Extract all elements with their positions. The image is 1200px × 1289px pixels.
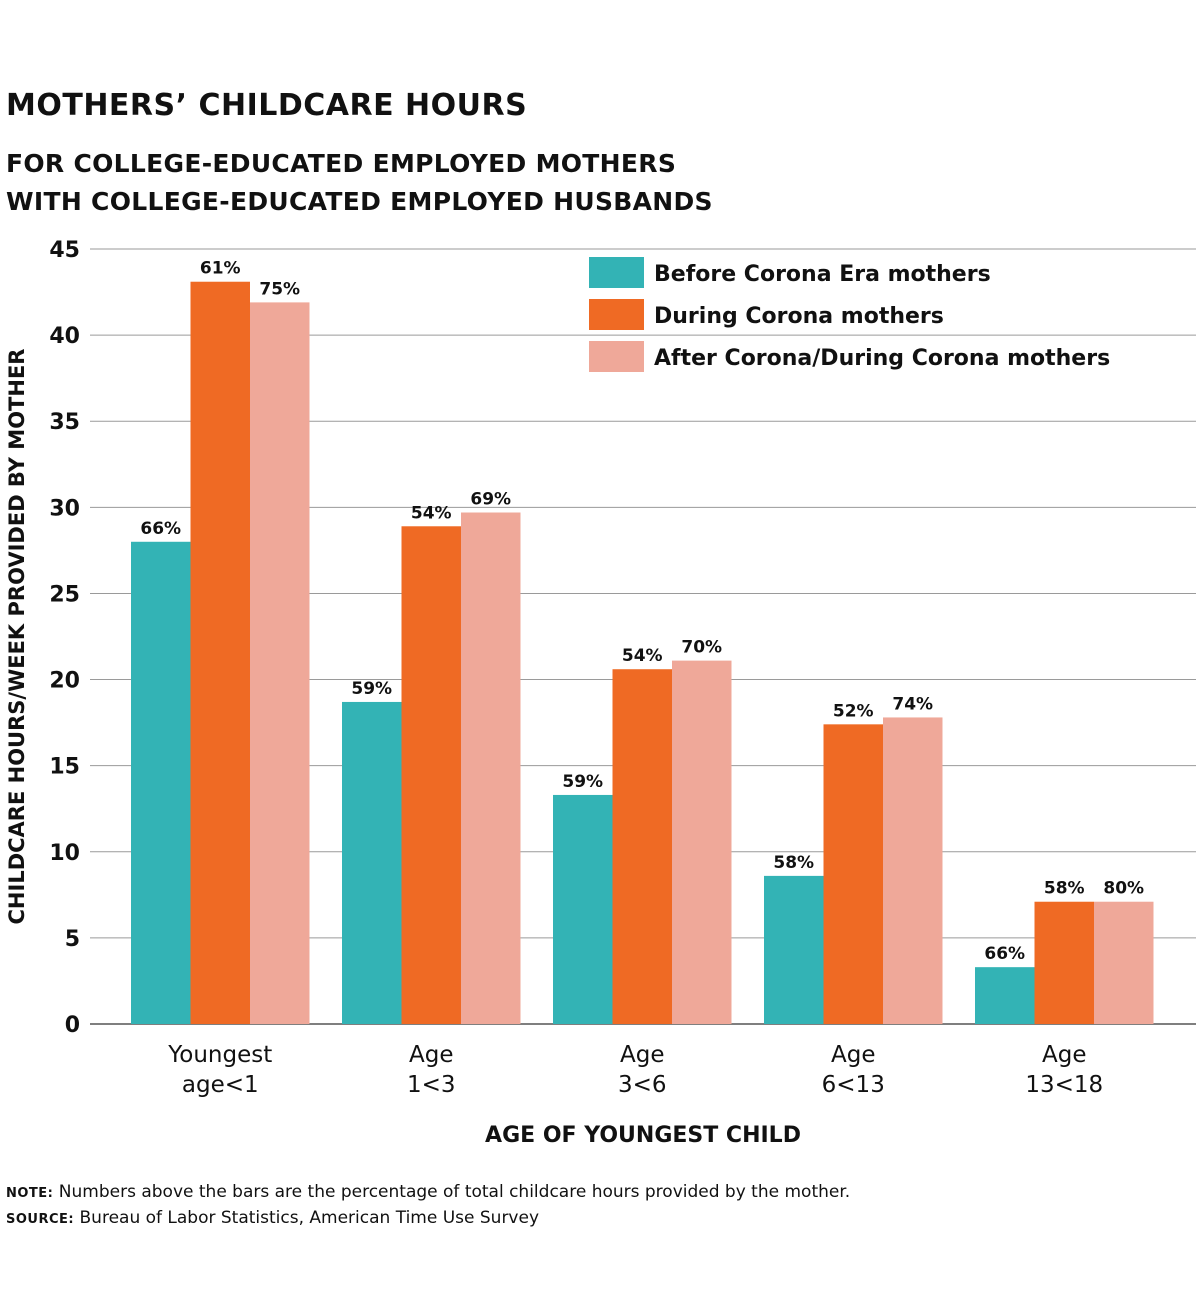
bar: [190, 281, 250, 1024]
x-tick-label: Age: [409, 1042, 453, 1068]
bar-data-label: 70%: [681, 638, 722, 658]
x-tick-label: Age: [831, 1042, 875, 1068]
source-line: SOURCE: Bureau of Labor Statistics, Amer…: [6, 1206, 850, 1232]
x-tick-label: Youngest: [167, 1042, 272, 1068]
y-tick-label: 5: [65, 927, 80, 952]
bar: [764, 875, 824, 1024]
note-text: Numbers above the bars are the percentag…: [58, 1182, 851, 1202]
chart-subtitle: FOR COLLEGE-EDUCATED EMPLOYED MOTHERS WI…: [6, 145, 713, 221]
bar: [975, 967, 1035, 1024]
y-tick-label: 20: [49, 669, 80, 694]
y-tick-label: 25: [49, 582, 80, 607]
bar-data-label: 59%: [562, 772, 603, 792]
legend-label: During Corona mothers: [654, 304, 944, 329]
subtitle-line-1: FOR COLLEGE-EDUCATED EMPLOYED MOTHERS: [6, 149, 677, 178]
x-tick-label: Age: [1042, 1042, 1086, 1068]
bar-data-label: 58%: [773, 853, 814, 873]
bar: [131, 541, 191, 1024]
bar: [342, 701, 402, 1024]
note-line: NOTE: Numbers above the bars are the per…: [6, 1180, 850, 1206]
bar: [612, 669, 672, 1024]
subtitle-line-2: WITH COLLEGE-EDUCATED EMPLOYED HUSBANDS: [6, 187, 713, 216]
y-tick-label: 30: [49, 496, 80, 521]
source-label: SOURCE:: [6, 1212, 75, 1227]
bar: [1094, 901, 1154, 1024]
x-tick-label: 3<6: [618, 1072, 667, 1098]
x-tick-label: 1<3: [407, 1072, 456, 1098]
bar: [401, 526, 461, 1024]
bar-data-label: 66%: [140, 519, 181, 539]
bar-data-label: 54%: [622, 646, 663, 666]
x-tick-label: age<1: [182, 1072, 259, 1098]
y-tick-label: 0: [65, 1013, 80, 1038]
y-tick-label: 35: [49, 410, 80, 435]
bar-data-label: 52%: [833, 701, 874, 721]
bar: [672, 660, 732, 1024]
bar: [250, 302, 310, 1024]
bar-data-label: 54%: [411, 503, 452, 523]
x-tick-label: Age: [620, 1042, 664, 1068]
legend-label: After Corona/During Corona mothers: [654, 346, 1110, 371]
bar-data-label: 80%: [1103, 879, 1144, 899]
bar: [553, 794, 613, 1024]
bar: [883, 717, 943, 1024]
bar: [461, 512, 521, 1024]
bar-data-label: 75%: [259, 279, 300, 299]
x-tick-label: 13<18: [1025, 1072, 1103, 1098]
bar-data-label: 58%: [1044, 879, 1085, 899]
source-text: Bureau of Labor Statistics, American Tim…: [79, 1208, 540, 1228]
y-axis-label: CHILDCARE HOURS/WEEK PROVIDED BY MOTHER: [5, 349, 29, 925]
y-tick-label: 45: [49, 238, 80, 263]
x-axis-label: AGE OF YOUNGEST CHILD: [485, 1123, 801, 1148]
bar-data-label: 59%: [351, 679, 392, 699]
legend-label: Before Corona Era mothers: [654, 262, 991, 287]
bar-data-label: 66%: [984, 944, 1025, 964]
chart-title: MOTHERS’ CHILDCARE HOURS: [6, 88, 528, 123]
x-tick-label: 6<13: [822, 1072, 885, 1098]
chart-footnotes: NOTE: Numbers above the bars are the per…: [6, 1180, 850, 1232]
legend-swatch: [589, 341, 644, 372]
bar-data-label: 61%: [200, 259, 241, 279]
legend-swatch: [589, 257, 644, 288]
bar: [823, 724, 883, 1024]
bar-data-label: 69%: [470, 490, 511, 510]
y-tick-label: 40: [49, 324, 80, 349]
note-label: NOTE:: [6, 1186, 54, 1201]
legend-swatch: [589, 299, 644, 330]
y-tick-label: 15: [49, 755, 80, 780]
y-tick-label: 10: [49, 841, 80, 866]
bar-data-label: 74%: [892, 694, 933, 714]
bar: [1034, 901, 1094, 1024]
